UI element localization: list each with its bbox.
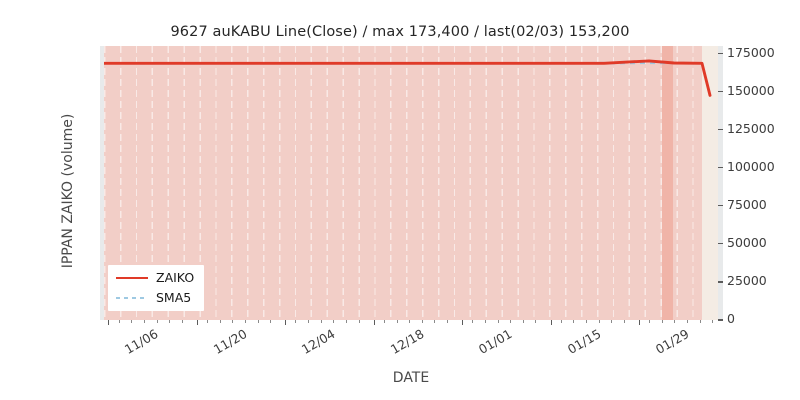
x-tick-minor <box>232 320 234 323</box>
x-tick-minor <box>573 320 575 323</box>
y-tick-mark <box>718 166 723 169</box>
x-tick-mark <box>462 320 464 325</box>
x-tick-label: 12/18 <box>387 326 427 358</box>
y-tick-mark <box>718 204 723 207</box>
x-tick-minor <box>270 320 272 323</box>
y-tick-label: 175000 <box>727 44 775 60</box>
y-tick-label: 50000 <box>727 234 767 250</box>
x-tick-mark <box>373 320 375 325</box>
x-tick-minor <box>623 320 625 323</box>
x-tick-minor <box>497 320 499 323</box>
x-tick-minor <box>687 320 688 323</box>
legend-label-zaiko: ZAIKO <box>156 270 195 285</box>
y-tick-label: 0 <box>727 311 735 326</box>
y-tick-label: 100000 <box>727 158 775 174</box>
y-tick-mark <box>718 52 723 55</box>
x-tick-minor <box>661 320 663 323</box>
x-tick-mark <box>285 320 287 325</box>
x-tick-minor <box>295 320 297 323</box>
x-tick-minor <box>181 320 183 323</box>
x-tick-label: 11/06 <box>121 326 161 358</box>
x-tick-minor <box>383 320 385 323</box>
x-tick-mark <box>639 320 641 325</box>
y-tick-mark <box>718 128 723 131</box>
series-line-zaiko <box>104 59 712 97</box>
x-tick-minor <box>320 320 322 323</box>
x-tick-minor <box>409 320 411 323</box>
x-tick-minor <box>712 320 714 323</box>
x-tick-minor <box>611 320 613 323</box>
x-tick-minor <box>219 320 221 323</box>
chart-legend[interactable]: ZAIKO SMA5 <box>108 265 205 311</box>
legend-label-sma5: SMA5 <box>156 290 192 305</box>
x-tick-minor <box>674 320 676 323</box>
x-tick-label: 12/04 <box>298 326 338 358</box>
legend-swatch-zaiko <box>116 272 148 284</box>
x-tick-minor <box>699 320 701 323</box>
x-tick-minor <box>447 320 448 323</box>
x-tick-minor <box>472 320 474 323</box>
highlight-band-dark <box>662 46 673 320</box>
x-tick-minor <box>585 320 587 323</box>
y-tick-label: 125000 <box>727 120 775 136</box>
x-tick-mark <box>196 320 198 325</box>
x-tick-label: 01/29 <box>652 326 692 358</box>
highlight-band-pale <box>702 46 718 320</box>
x-tick-minor <box>510 320 512 323</box>
x-tick-minor <box>649 320 651 323</box>
x-tick-mark <box>108 320 110 325</box>
x-tick-minor <box>434 320 436 323</box>
axes-right-margin-strip <box>718 46 723 320</box>
y-tick-mark <box>718 319 723 321</box>
x-tick-label: 11/20 <box>210 326 250 358</box>
x-tick-minor <box>484 320 486 323</box>
legend-swatch-sma5 <box>116 292 148 304</box>
y-tick-mark <box>718 280 723 283</box>
x-tick-minor <box>257 320 259 323</box>
axes-left-margin-strip <box>100 46 104 320</box>
x-tick-minor <box>308 320 310 323</box>
x-tick-minor <box>143 320 145 323</box>
y-tick-label: 75000 <box>727 196 767 212</box>
x-tick-minor <box>560 320 562 323</box>
series-plot <box>104 59 712 97</box>
x-tick-minor <box>118 320 120 323</box>
x-tick-minor <box>535 320 537 323</box>
x-tick-minor <box>598 320 600 323</box>
x-tick-label: 01/01 <box>475 326 515 358</box>
x-tick-minor <box>156 320 158 323</box>
y-tick-label: 150000 <box>727 82 775 98</box>
x-tick-minor <box>207 320 208 323</box>
legend-item-zaiko[interactable]: ZAIKO <box>116 270 194 285</box>
chart-title: 9627 auKABU Line(Close) / max 173,400 / … <box>170 24 630 40</box>
x-tick-minor <box>421 320 423 323</box>
y-axis-title: IPPAN ZAIKO (volume) <box>60 113 76 269</box>
x-axis-title: DATE <box>392 370 430 386</box>
x-tick-minor <box>169 320 171 323</box>
y-tick-mark <box>718 90 723 93</box>
x-tick-minor <box>522 320 524 323</box>
x-tick-mark <box>550 320 552 325</box>
x-tick-minor <box>333 320 335 323</box>
plot-area <box>104 46 718 320</box>
x-tick-minor <box>396 320 398 323</box>
x-tick-label: 01/15 <box>564 326 604 358</box>
x-tick-minor <box>244 320 246 323</box>
x-tick-minor <box>346 320 347 323</box>
legend-item-sma5[interactable]: SMA5 <box>116 290 194 305</box>
vertical-gridlines <box>104 46 718 320</box>
y-tick-label: 25000 <box>727 272 767 288</box>
x-tick-minor <box>358 320 360 323</box>
x-tick-minor <box>131 320 133 323</box>
y-tick-mark <box>718 242 723 245</box>
